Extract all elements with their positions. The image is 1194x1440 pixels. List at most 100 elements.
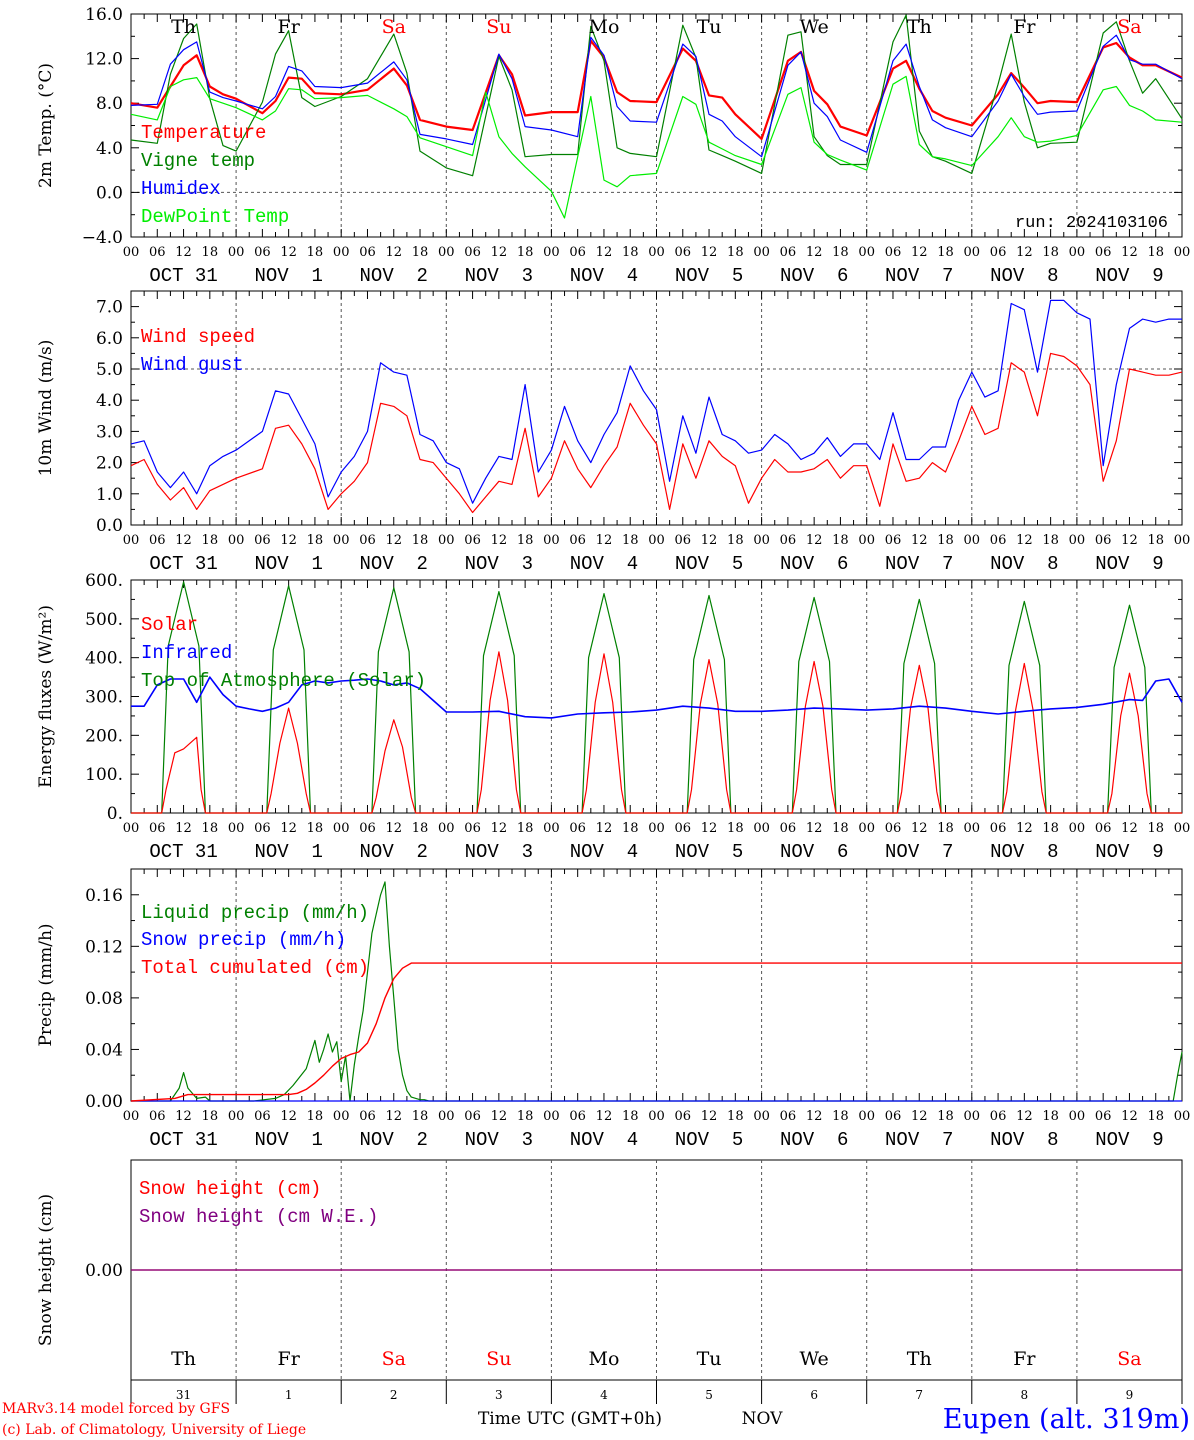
legend-entry: Temperature: [141, 122, 266, 144]
hour-tick-label: 06: [1095, 245, 1112, 260]
date-label: NOV 3: [465, 1129, 533, 1151]
hour-tick-label: 00: [648, 245, 665, 260]
hour-tick-label: 18: [307, 245, 324, 260]
hour-tick-label: 00: [1174, 821, 1191, 836]
hour-tick-label: 12: [806, 245, 823, 260]
y-tick-label: 3.0: [96, 422, 123, 442]
hour-tick-label: 06: [780, 821, 797, 836]
date-label: NOV 3: [465, 841, 533, 863]
hour-tick-label: 00: [123, 821, 140, 836]
hour-tick-label: 06: [885, 1109, 902, 1124]
series-line-vigne-temp: [130, 14, 1183, 177]
hour-tick-label: 00: [858, 821, 875, 836]
hour-tick-label: 00: [123, 245, 140, 260]
hour-tick-label: 00: [123, 533, 140, 548]
hour-tick-label: 18: [832, 821, 849, 836]
hour-tick-label: 12: [701, 1109, 718, 1124]
date-label: NOV 2: [360, 1129, 428, 1151]
date-label: NOV 5: [675, 553, 743, 575]
date-label: NOV 4: [570, 553, 638, 575]
y-tick-label: 0.0: [96, 516, 123, 536]
hour-tick-label: 12: [596, 821, 613, 836]
day-of-week-label: Tu: [697, 16, 722, 38]
hour-tick-label: 06: [149, 1109, 166, 1124]
hour-tick-label: 18: [622, 245, 639, 260]
hour-tick-label: 06: [254, 821, 271, 836]
hour-tick-label: 18: [412, 245, 429, 260]
hour-tick-label: 18: [832, 245, 849, 260]
hour-tick-label: 18: [1147, 821, 1164, 836]
date-label: NOV 6: [780, 1129, 848, 1151]
station-name: Eupen (alt. 319m): [943, 1404, 1190, 1435]
hour-tick-label: 00: [438, 245, 455, 260]
date-label: NOV 5: [675, 1129, 743, 1151]
hour-tick-label: 12: [175, 821, 192, 836]
hour-tick-label: 12: [1016, 533, 1033, 548]
hour-tick-label: 18: [727, 821, 744, 836]
hour-tick-label: 06: [780, 533, 797, 548]
hour-tick-label: 06: [675, 245, 692, 260]
hour-tick-label: 18: [202, 1109, 219, 1124]
hour-tick-label: 06: [149, 533, 166, 548]
date-label: NOV 8: [990, 841, 1058, 863]
legend-entry: Snow height (cm W.E.): [139, 1206, 378, 1228]
hour-tick-label: 18: [937, 245, 954, 260]
hour-tick-label: 06: [885, 821, 902, 836]
hour-tick-label: 12: [385, 821, 402, 836]
hour-tick-label: 00: [753, 245, 770, 260]
hour-tick-label: 18: [517, 245, 534, 260]
hour-tick-label: 06: [569, 1109, 586, 1124]
date-label: NOV 7: [885, 841, 953, 863]
hour-tick-label: 18: [622, 533, 639, 548]
date-label: NOV 2: [360, 553, 428, 575]
date-label: NOV 7: [885, 553, 953, 575]
day-of-week-label: Su: [486, 16, 511, 38]
hour-tick-label: 00: [438, 1109, 455, 1124]
hour-tick-label: 06: [569, 821, 586, 836]
legend-entry: Wind gust: [141, 354, 244, 376]
hour-tick-label: 18: [832, 1109, 849, 1124]
y-tick-label: 5.0: [96, 360, 123, 380]
y-axis-label: Energy fluxes (W/m²): [36, 605, 56, 788]
hour-tick-label: 06: [1095, 821, 1112, 836]
hour-tick-label: 18: [412, 821, 429, 836]
hour-tick-label: 18: [412, 533, 429, 548]
hour-tick-label: 00: [964, 245, 981, 260]
legend-entry: Infrared: [141, 642, 232, 664]
hour-tick-label: 12: [911, 533, 928, 548]
date-label: OCT 31: [149, 841, 217, 863]
date-label: OCT 31: [149, 553, 217, 575]
hour-tick-label: 00: [858, 245, 875, 260]
hour-tick-label: 18: [1147, 1109, 1164, 1124]
hour-tick-label: 12: [701, 821, 718, 836]
panel-precip: 00 06 12 18 00 06 12 18 00 06 12 18 00 06 12 18 00 06 12 18…: [36, 868, 1190, 1151]
y-tick-label: 7.0: [96, 298, 123, 318]
panel-snow: 0.00 Snow height (cm) Snow height (cm) Snow…: [36, 1159, 1183, 1404]
date-label: NOV 8: [990, 1129, 1058, 1151]
day-number-label: 4: [600, 1388, 608, 1402]
y-tick-label: 0.00: [85, 1092, 123, 1112]
hour-tick-label: 06: [254, 1109, 271, 1124]
day-number-label: 3: [495, 1388, 503, 1402]
legend-entry: DewPoint Temp: [141, 206, 289, 228]
hour-tick-label: 06: [885, 245, 902, 260]
hour-tick-label: 18: [412, 1109, 429, 1124]
y-tick-label: 2.0: [96, 454, 123, 474]
hour-tick-label: 06: [990, 821, 1007, 836]
hour-tick-label: 18: [832, 533, 849, 548]
day-of-week-label: Mo: [588, 1348, 619, 1370]
hour-tick-label: 12: [596, 533, 613, 548]
day-of-week-label: Fr: [278, 1348, 301, 1370]
hour-tick-label: 06: [149, 245, 166, 260]
hour-tick-label: 06: [464, 533, 481, 548]
y-tick-label: 8.0: [96, 94, 123, 114]
date-label: NOV 6: [780, 553, 848, 575]
day-of-week-label: Fr: [1013, 1348, 1036, 1370]
day-of-week-label: Sa: [382, 1348, 406, 1370]
series-line-wind-speed: [130, 352, 1183, 514]
date-label: NOV 2: [360, 265, 428, 287]
hour-tick-label: 12: [385, 533, 402, 548]
hour-tick-label: 00: [753, 821, 770, 836]
day-of-week-label: Th: [907, 16, 932, 38]
